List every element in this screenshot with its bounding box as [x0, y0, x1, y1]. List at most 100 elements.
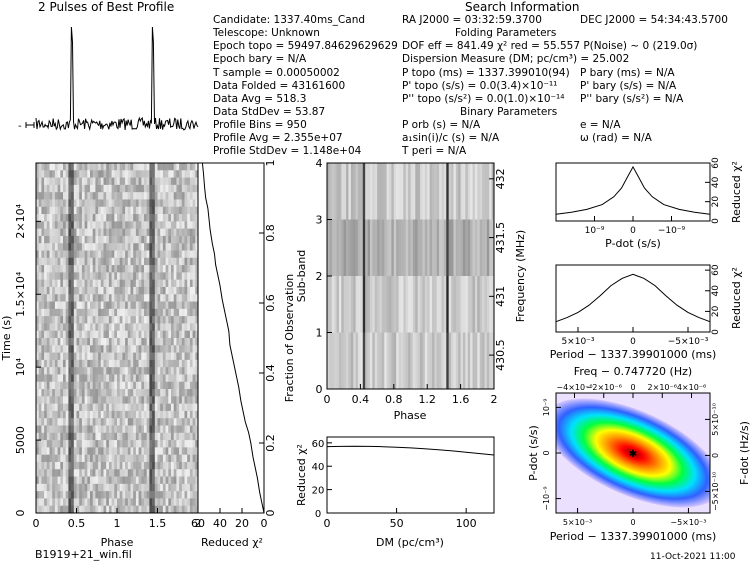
time-phase-cell [73, 221, 77, 229]
time-phase-cell [76, 228, 80, 237]
time-phase-cell [38, 206, 42, 215]
time-phase-cell [135, 432, 139, 441]
time-phase-cell [176, 184, 180, 193]
time-phase-cell [130, 469, 134, 477]
time-phase-cell [57, 257, 61, 266]
subband-cell [431, 163, 435, 220]
time-phase-cell [179, 432, 183, 441]
time-phase-cell [106, 214, 110, 222]
time-phase-cell [81, 359, 85, 368]
time-phase-cell [106, 483, 110, 492]
time-phase-cell [195, 206, 199, 215]
time-phase-cell [125, 498, 129, 507]
time-phase-cell [162, 352, 166, 361]
time-phase-cell [176, 476, 180, 485]
subband-cell [350, 219, 354, 277]
time-phase-cell [73, 330, 77, 339]
time-phase-cell [60, 243, 64, 251]
pdd-bary: P'' bary (s/s²) = N/A [580, 93, 684, 105]
time-phase-cell [168, 184, 172, 193]
time-phase-cell [95, 250, 99, 259]
time-phase-cell [44, 403, 48, 412]
time-phase-cell [130, 214, 134, 222]
time-phase-cell [179, 330, 183, 339]
subband-cell [331, 332, 335, 390]
time-phase-cell [130, 483, 134, 492]
time-phase-cell [98, 352, 102, 361]
time-phase-cell [117, 316, 120, 324]
time-phase-cell [65, 403, 69, 412]
time-phase-cell [189, 381, 193, 390]
time-phase-cell [71, 272, 75, 280]
time-phase-cell [95, 221, 99, 229]
time-phase-cell [92, 403, 96, 412]
time-phase-cell [98, 418, 102, 426]
time-phase-cell [44, 286, 48, 295]
time-phase-cell [189, 483, 193, 492]
time-phase-cell [146, 279, 150, 288]
time-phase-cell [176, 308, 180, 317]
time-phase-cell [87, 192, 91, 200]
time-phase-cell [87, 243, 91, 251]
time-phase-cell [60, 163, 64, 171]
time-phase-cell [63, 221, 66, 229]
time-phase-cell [184, 498, 188, 507]
time-phase-cell [60, 286, 64, 295]
time-phase-cell [36, 301, 39, 310]
time-phase-cell [90, 184, 93, 193]
time-phase-cell [36, 359, 39, 368]
time-phase-cell [44, 308, 48, 317]
time-phase-cell [84, 177, 88, 186]
subband-cell [448, 332, 452, 390]
time-phase-cell [46, 243, 50, 251]
time-phase-cell [192, 163, 196, 171]
time-phase-cell [149, 425, 153, 434]
time-phase-cell [73, 381, 77, 390]
time-phase-cell [144, 381, 147, 390]
time-phase-cell [54, 374, 58, 383]
time-phase-cell [119, 491, 123, 499]
time-phase-cell [168, 440, 172, 448]
subband-cell [427, 332, 430, 390]
subband-ytick-label: 1 [316, 327, 323, 340]
time-phase-cell [52, 214, 56, 222]
time-phase-cell [63, 469, 66, 477]
time-phase-cell [119, 184, 123, 193]
time-phase-cell [181, 338, 185, 346]
time-phase-cell [108, 461, 112, 470]
time-phase-cell [171, 163, 174, 171]
subband-cell [331, 219, 335, 277]
time-phase-cell [63, 250, 66, 259]
time-phase-cell [95, 469, 99, 477]
time-phase-cell [46, 330, 50, 339]
time-phase-cell [114, 301, 118, 310]
subband-cell [472, 219, 476, 277]
time-phase-cell [100, 374, 104, 383]
time-phase-cell [95, 243, 99, 251]
time-phase-cell [100, 286, 104, 295]
time-phase-cell [165, 367, 169, 375]
time-phase-cell [92, 359, 96, 368]
time-phase-cell [92, 352, 96, 361]
time-phase-cell [117, 410, 120, 419]
time-phase-cell [36, 425, 39, 434]
time-phase-cell [81, 272, 85, 280]
time-phase-cell [187, 396, 191, 404]
time-phase-cell [122, 308, 126, 317]
time-phase-cell [135, 418, 139, 426]
subband-cell [462, 163, 466, 220]
time-phase-cell [73, 498, 77, 507]
time-phase-cell [160, 352, 164, 361]
time-phase-cell [60, 432, 64, 441]
time-phase-cell [73, 374, 77, 383]
time-phase-cell [38, 316, 42, 324]
time-phase-cell [184, 265, 188, 273]
time-phase-cell [65, 483, 69, 492]
time-phase-cell [103, 440, 107, 448]
time-phase-cell [76, 301, 80, 310]
time-phase-cell [41, 381, 45, 390]
time-phase-cell [114, 184, 118, 193]
time-phase-cell [152, 381, 156, 390]
time-phase-cell [114, 345, 118, 353]
time-phase-cell [173, 367, 177, 375]
